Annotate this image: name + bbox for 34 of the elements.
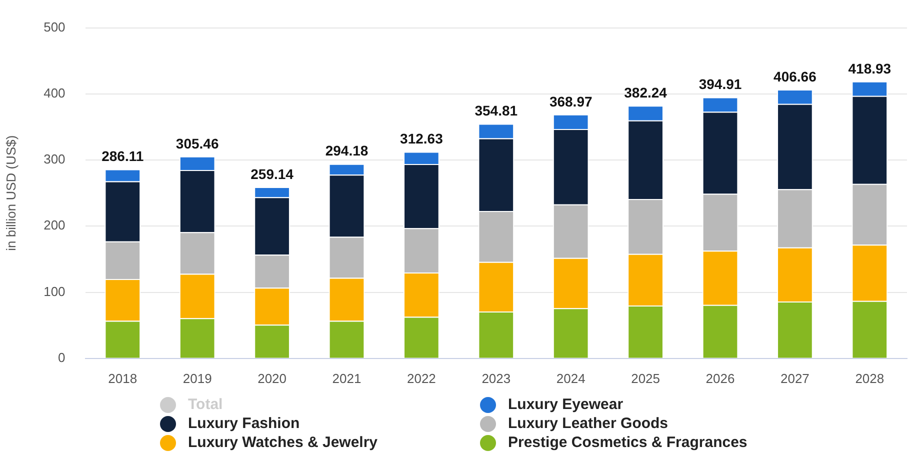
- total-label: 418.93: [848, 60, 892, 76]
- y-tick-label: 200: [44, 218, 66, 233]
- x-tick-label: 2022: [406, 370, 436, 386]
- legend-label: Luxury Leather Goods: [508, 415, 668, 432]
- total-label: 259.14: [250, 166, 294, 182]
- x-tick-label: 2028: [855, 370, 884, 386]
- legend-label: Luxury Watches & Jewelry: [188, 434, 378, 451]
- x-tick-label: 2019: [182, 370, 212, 386]
- legend-label: Luxury Eyewear: [508, 396, 624, 413]
- total-label: 394.91: [698, 76, 742, 92]
- y-axis-title: in billion USD (US$): [3, 135, 18, 251]
- y-tick-label: 300: [44, 152, 66, 167]
- total-label: 354.81: [474, 102, 518, 119]
- x-tick-label: 2026: [706, 370, 735, 386]
- x-tick-label: 2025: [631, 370, 660, 386]
- y-tick-label: 0: [58, 350, 66, 365]
- y-tick-label: 500: [44, 19, 66, 34]
- total-label: 368.97: [549, 93, 592, 110]
- total-label: 286.11: [102, 148, 144, 164]
- x-tick-label: 2021: [332, 370, 362, 386]
- x-tick-label: 2023: [482, 370, 511, 386]
- x-tick-label: 2027: [780, 370, 810, 386]
- total-label: 312.63: [400, 130, 444, 147]
- total-label: 305.46: [176, 135, 219, 152]
- total-label: 406.66: [774, 68, 817, 84]
- x-tick-label: 2018: [108, 370, 138, 386]
- x-tick-label: 2020: [258, 370, 287, 386]
- legend-label: Luxury Fashion: [188, 415, 300, 432]
- legend-label: Prestige Cosmetics & Fragrances: [508, 434, 748, 451]
- y-tick-label: 100: [44, 284, 66, 299]
- total-label: 294.18: [325, 142, 368, 159]
- x-tick-label: 2024: [556, 370, 586, 386]
- y-tick-label: 400: [44, 86, 66, 100]
- total-label: 382.24: [624, 84, 668, 101]
